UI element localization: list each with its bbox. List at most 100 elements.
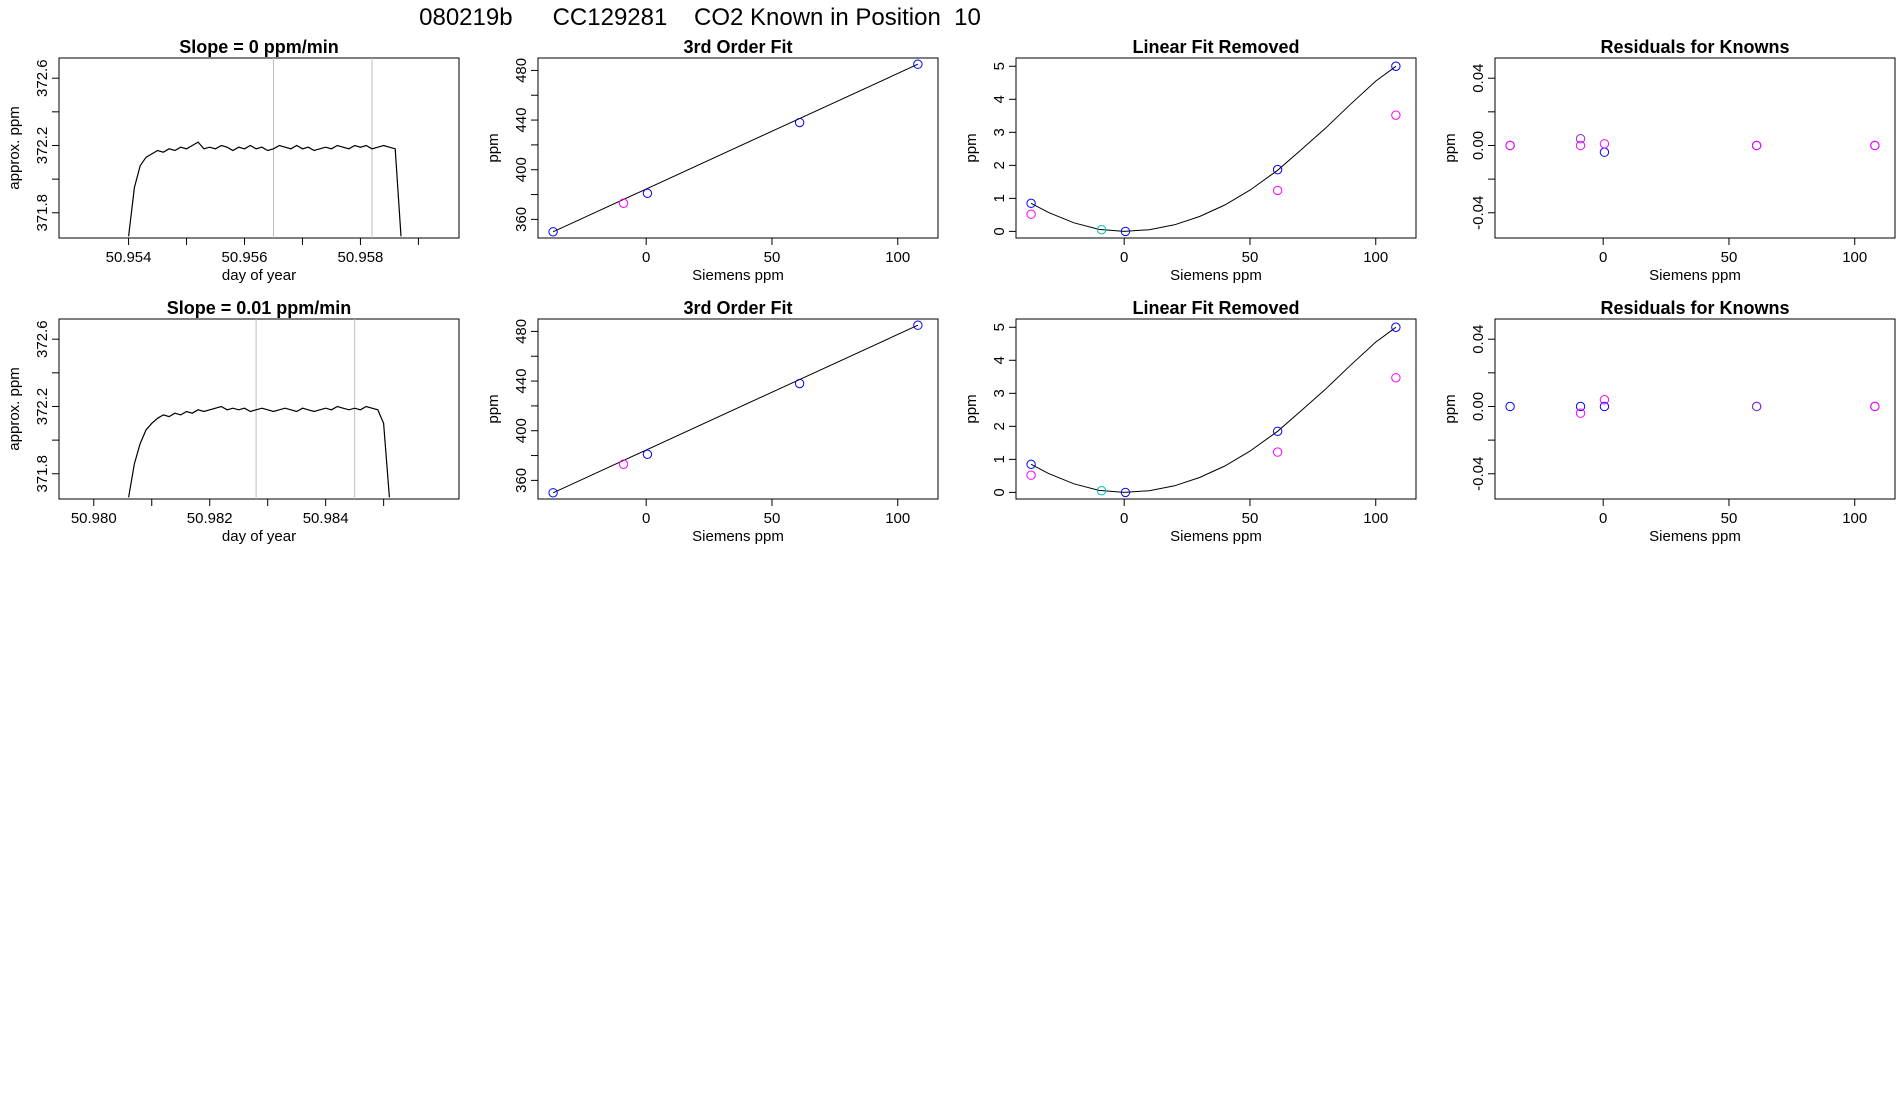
data-point-blue bbox=[1026, 198, 1036, 209]
y-tick-label: 480 bbox=[513, 58, 530, 83]
x-axis-label: day of year bbox=[222, 528, 296, 545]
x-tick-label: 50.954 bbox=[106, 249, 152, 266]
x-axis-label: Siemens ppm bbox=[1649, 528, 1741, 545]
x-tick-label: 0 bbox=[1599, 510, 1607, 527]
fit-line bbox=[552, 63, 919, 233]
panel-title: 3rd Order Fit bbox=[683, 298, 792, 318]
x-axis-label: Siemens ppm bbox=[1170, 528, 1262, 545]
plot-area bbox=[1505, 395, 1880, 418]
y-axis-label: ppm bbox=[1442, 394, 1459, 423]
plot-area bbox=[1026, 322, 1401, 498]
panel-title: 3rd Order Fit bbox=[683, 37, 792, 57]
plot-area bbox=[1026, 61, 1401, 237]
y-tick-label: 0.00 bbox=[1470, 392, 1487, 421]
x-tick-label: 0 bbox=[1120, 510, 1128, 527]
data-point-blue bbox=[794, 378, 805, 389]
data-point-blue bbox=[1391, 322, 1401, 332]
data-point-magenta bbox=[1575, 408, 1586, 418]
panel-grid: Slope = 0 ppm/min 50.954 50.956 50.958 371.8… bbox=[6, 37, 1896, 545]
y-tick-label: 371.8 bbox=[34, 455, 51, 493]
plot-area bbox=[128, 319, 390, 499]
plot-frame bbox=[1015, 318, 1417, 500]
data-point-blue bbox=[548, 488, 558, 498]
y-tick-label: 4 bbox=[991, 356, 1008, 364]
plot-frame bbox=[1015, 57, 1417, 239]
x-axis-label: Siemens ppm bbox=[692, 267, 784, 284]
panel-3: Linear Fit Removed 0 50 100 0 1 2 3 4 5 Siemens pp… bbox=[963, 37, 1417, 284]
x-tick-label: 50 bbox=[764, 510, 781, 527]
fit-curve bbox=[1030, 326, 1397, 493]
panel-6: 3rd Order Fit 0 50 100 360 400 440 480 Siemens p… bbox=[485, 298, 939, 545]
data-point-blue bbox=[642, 449, 653, 460]
x-axis-label: day of year bbox=[222, 267, 296, 284]
fit-line bbox=[552, 324, 919, 494]
y-tick-label: 440 bbox=[513, 108, 530, 133]
y-tick-label: 372.6 bbox=[34, 59, 51, 97]
panel-title: Residuals for Knowns bbox=[1600, 298, 1789, 318]
y-axis-label: ppm bbox=[1442, 133, 1459, 162]
timeseries-line bbox=[128, 405, 390, 498]
data-point-magenta bbox=[1026, 209, 1036, 219]
data-point-magenta bbox=[1599, 139, 1610, 149]
plot-area bbox=[1505, 134, 1880, 157]
y-tick-label: 0 bbox=[991, 227, 1008, 235]
y-tick-label: 5 bbox=[991, 323, 1008, 331]
x-tick-label: 50.982 bbox=[187, 510, 233, 527]
y-axis-label: ppm bbox=[485, 394, 502, 423]
fit-curve bbox=[1030, 65, 1397, 232]
data-point-blue bbox=[1026, 459, 1036, 470]
data-point-magenta bbox=[1272, 447, 1283, 457]
panel-title: Residuals for Knowns bbox=[1600, 37, 1789, 57]
data-point-blue bbox=[1391, 61, 1401, 71]
data-point-blue bbox=[1272, 426, 1283, 436]
panel-title: Slope = 0.01 ppm/min bbox=[167, 298, 352, 318]
y-tick-label: 372.2 bbox=[34, 127, 51, 165]
plot-frame bbox=[1494, 57, 1896, 239]
panel-4: Residuals for Knowns 0 50 100 -0.04 0.00 0.04 S… bbox=[1442, 37, 1896, 284]
data-point-magenta bbox=[1870, 401, 1880, 412]
x-tick-label: 50.984 bbox=[303, 510, 349, 527]
data-point-magenta bbox=[618, 198, 629, 208]
panel-7: Linear Fit Removed 0 50 100 0 1 2 3 4 5 Siemens pp… bbox=[963, 298, 1417, 545]
data-point-blue bbox=[642, 188, 653, 199]
data-point-magenta bbox=[1391, 110, 1401, 120]
data-point-blue bbox=[1599, 401, 1610, 412]
data-point-blue bbox=[794, 117, 805, 128]
data-point-purple bbox=[1751, 401, 1762, 412]
data-point-blue bbox=[1505, 401, 1515, 412]
data-point-magenta bbox=[1505, 140, 1515, 151]
y-tick-label: 371.8 bbox=[34, 194, 51, 232]
panel-5: Slope = 0.01 ppm/min 50.980 50.982 50.984 37… bbox=[6, 298, 460, 545]
y-tick-label: 5 bbox=[991, 62, 1008, 70]
y-tick-label: 0.04 bbox=[1470, 64, 1487, 93]
data-point-blue bbox=[1599, 147, 1610, 157]
x-axis-label: Siemens ppm bbox=[1170, 267, 1262, 284]
x-tick-label: 50.958 bbox=[338, 249, 384, 266]
data-point-magenta bbox=[1391, 373, 1401, 383]
x-tick-label: 50.956 bbox=[222, 249, 268, 266]
y-axis-label: approx. ppm bbox=[6, 367, 23, 450]
y-tick-label: 3 bbox=[991, 128, 1008, 136]
y-tick-label: 4 bbox=[991, 95, 1008, 103]
plot-frame bbox=[58, 318, 460, 500]
x-tick-label: 100 bbox=[1842, 510, 1867, 527]
y-axis-label: ppm bbox=[963, 394, 980, 423]
data-point-blue bbox=[1120, 487, 1131, 498]
data-point-blue bbox=[913, 59, 923, 69]
data-point-blue bbox=[1272, 164, 1283, 175]
data-point-magenta bbox=[618, 459, 629, 469]
data-point-blue bbox=[1575, 401, 1586, 412]
x-tick-label: 100 bbox=[1842, 249, 1867, 266]
x-tick-label: 50.980 bbox=[71, 510, 117, 527]
plot-frame bbox=[58, 57, 460, 239]
plot-area bbox=[548, 59, 923, 237]
y-tick-label: 440 bbox=[513, 369, 530, 394]
page-title: 080219b CC129281 CO2 Known in Position 1… bbox=[419, 4, 981, 31]
panel-2: 3rd Order Fit 0 50 100 360 400 440 480 Siemens p… bbox=[485, 37, 939, 284]
data-point-magenta bbox=[1575, 140, 1586, 151]
data-point-magenta bbox=[1870, 140, 1880, 151]
x-axis-label: Siemens ppm bbox=[1649, 267, 1741, 284]
x-axis-label: Siemens ppm bbox=[692, 528, 784, 545]
y-tick-label: 400 bbox=[513, 418, 530, 443]
